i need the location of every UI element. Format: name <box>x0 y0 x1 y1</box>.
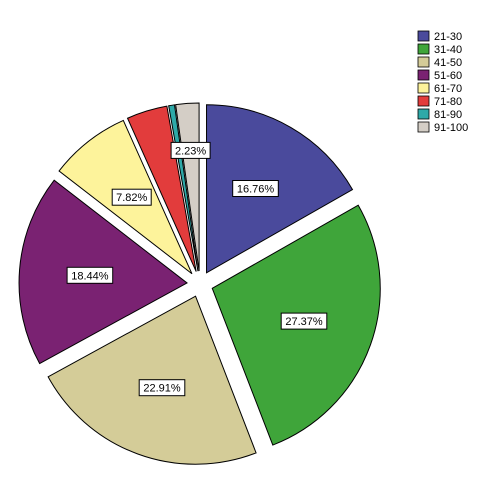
legend-label-81-90: 81-90 <box>434 109 462 121</box>
data-label-box <box>280 312 328 330</box>
data-label-box <box>111 188 152 206</box>
legend-label-31-40: 31-40 <box>434 44 462 56</box>
data-label-text: 27.37% <box>285 316 323 328</box>
legend-swatch-71-80 <box>417 95 430 107</box>
data-label-61-70: 7.82% <box>111 188 152 206</box>
data-label-text: 2.23% <box>175 145 206 157</box>
data-label-text: 7.82% <box>116 192 147 204</box>
legend-label-21-30: 21-30 <box>434 31 462 43</box>
data-label-text: 22.91% <box>143 383 181 395</box>
pie-data-labels: 16.76% 27.37% 22.91% 18.44% 7.82% 2.23% <box>66 141 328 397</box>
data-label-51-60: 18.44% <box>66 266 114 284</box>
legend-swatch-61-70 <box>417 82 430 94</box>
legend: 21-3031-4041-5051-6061-7071-8081-9091-10… <box>417 30 468 134</box>
legend-swatch-91-100 <box>417 121 430 133</box>
legend-swatch-81-90 <box>417 108 430 120</box>
data-label-91-100: 2.23% <box>170 141 211 159</box>
data-label-41-50: 22.91% <box>138 379 186 397</box>
legend-swatch-21-30 <box>417 30 430 42</box>
data-label-text: 16.76% <box>237 184 275 196</box>
data-label-box <box>170 141 211 159</box>
legend-label-61-70: 61-70 <box>434 83 462 95</box>
pie-slice-21-30 <box>206 104 354 274</box>
data-label-box <box>232 180 279 197</box>
data-label-box <box>138 379 186 397</box>
legend-swatch-31-40 <box>417 43 430 55</box>
pie-slice-71-80 <box>126 105 197 272</box>
data-label-21-30: 16.76% <box>232 180 279 197</box>
data-label-text: 18.44% <box>71 270 109 282</box>
legend-swatch-51-60 <box>417 69 430 81</box>
data-label-31-40: 27.37% <box>280 312 328 330</box>
legend-label-41-50: 41-50 <box>434 57 462 69</box>
data-label-box <box>66 266 114 284</box>
legend-label-71-80: 71-80 <box>434 96 462 108</box>
legend-swatch-41-50 <box>417 56 430 68</box>
legend-label-51-60: 51-60 <box>434 70 462 82</box>
legend-label-91-100: 91-100 <box>434 122 468 134</box>
